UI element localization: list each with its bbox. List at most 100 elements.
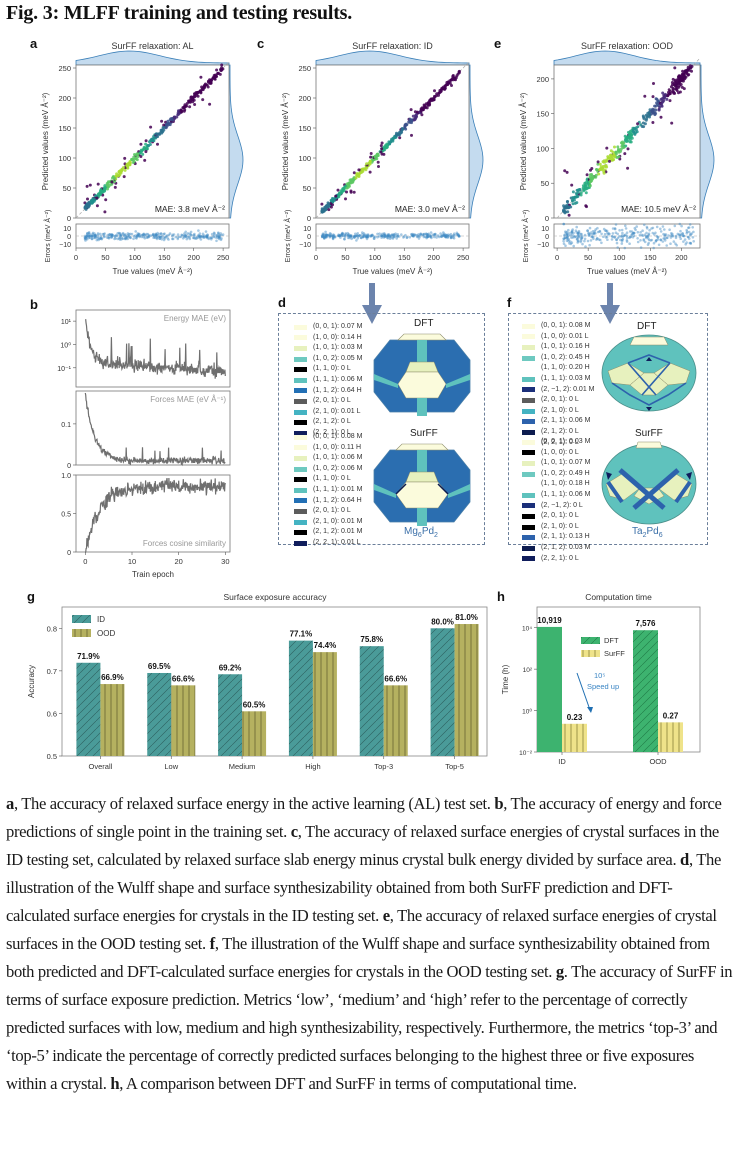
error-point <box>682 234 685 237</box>
legend-label: (1, 1, 1): 0.01 M <box>313 485 363 493</box>
legend-swatch <box>294 345 307 351</box>
panel-letter-g: g <box>27 589 35 604</box>
error-point <box>325 234 329 237</box>
legend-label: (1, 0, 2): 0.49 H <box>541 469 590 477</box>
error-point <box>129 236 132 240</box>
error-point <box>341 231 344 235</box>
error-point <box>584 245 587 248</box>
error-point <box>405 236 409 239</box>
scatter-point <box>201 98 205 102</box>
error-point <box>163 237 167 240</box>
error-point <box>158 237 162 240</box>
error-point <box>119 234 122 238</box>
error-point <box>396 233 400 236</box>
legend-d-dft: (0, 0, 1): 0.07 M (1, 0, 0): 0.14 H (1, 0,… <box>294 322 362 439</box>
legend-f-dft: (0, 0, 1): 0.08 M (1, 0, 0): 0.01 L (1, 0,… <box>522 321 595 448</box>
error-point <box>444 234 448 237</box>
error-point <box>202 236 205 239</box>
error-point <box>365 237 369 241</box>
error-point <box>424 232 428 235</box>
scatter-point <box>651 121 655 124</box>
error-point <box>652 241 656 245</box>
error-point <box>621 238 625 241</box>
mae-annotation: MAE: 3.8 meV Å⁻² <box>155 204 225 214</box>
scatter-point <box>379 150 383 154</box>
wulff-shape-d-dft <box>373 333 471 416</box>
caption-text-c: , The accuracy of relaxed surface energi… <box>6 822 719 869</box>
caption-label-g: g <box>555 962 564 981</box>
error-point <box>567 238 570 241</box>
error-point <box>154 233 158 236</box>
error-point <box>204 230 208 233</box>
scatter-point <box>83 205 87 209</box>
error-point <box>183 234 187 238</box>
error-point <box>212 234 216 237</box>
error-point <box>446 235 450 238</box>
error-point <box>128 232 132 236</box>
error-point <box>565 239 569 243</box>
error-point <box>437 235 441 239</box>
scatter-point <box>337 195 341 199</box>
error-point <box>358 234 362 237</box>
error-point <box>395 237 398 240</box>
error-point <box>577 229 581 233</box>
marginal-distribution-top <box>315 50 470 66</box>
scatter-point <box>605 165 609 169</box>
error-point <box>410 234 414 238</box>
error-point <box>201 232 205 236</box>
scatter-point <box>626 166 630 170</box>
scatter-point <box>327 202 331 206</box>
legend-swatch-surff <box>581 650 600 657</box>
scatter-point <box>347 181 351 185</box>
marginal-distribution-top <box>553 50 701 66</box>
error-point <box>126 233 130 237</box>
error-point <box>650 227 653 230</box>
error-point <box>110 236 114 239</box>
error-point <box>686 235 690 239</box>
error-point <box>419 233 422 236</box>
error-point <box>426 235 430 238</box>
error-point <box>600 241 603 245</box>
legend-swatch <box>294 445 307 451</box>
error-point <box>96 232 100 235</box>
error-point <box>587 234 591 237</box>
y-tick-label: 10¹ <box>61 319 72 326</box>
error-point <box>165 234 169 237</box>
error-point <box>645 225 649 229</box>
error-point <box>127 234 131 238</box>
down-arrow-f <box>600 283 620 324</box>
error-point <box>96 237 99 240</box>
error-point <box>218 234 221 237</box>
scatter-point <box>96 182 100 186</box>
legend-label-id: ID <box>97 615 105 624</box>
error-point <box>632 231 635 235</box>
error-point <box>371 233 374 237</box>
arrow-shaft <box>607 283 613 311</box>
scatter-point <box>596 160 600 164</box>
scatter-point <box>108 183 112 187</box>
scatter-point <box>571 190 575 194</box>
error-point <box>449 235 453 238</box>
y-tick-label: 150 <box>58 124 71 133</box>
error-point <box>369 235 373 238</box>
scatter-point <box>208 102 212 106</box>
error-point <box>132 234 136 238</box>
error-point <box>217 231 220 234</box>
error-point <box>380 234 383 237</box>
error-point <box>422 232 425 236</box>
error-point <box>439 232 442 235</box>
x-tick-label: 50 <box>101 253 109 262</box>
error-point <box>389 234 392 238</box>
error-point <box>356 234 359 238</box>
legend-item: (2, 1, 1): 0.06 M <box>522 416 595 427</box>
error-point <box>656 235 660 239</box>
error-point <box>572 231 575 235</box>
scatter-point <box>134 156 137 160</box>
error-point <box>386 236 389 239</box>
error-point <box>619 235 623 238</box>
error-point <box>451 236 455 239</box>
error-point <box>419 232 422 235</box>
error-point <box>179 235 183 239</box>
error-point <box>119 233 123 236</box>
bar-id <box>76 662 101 756</box>
